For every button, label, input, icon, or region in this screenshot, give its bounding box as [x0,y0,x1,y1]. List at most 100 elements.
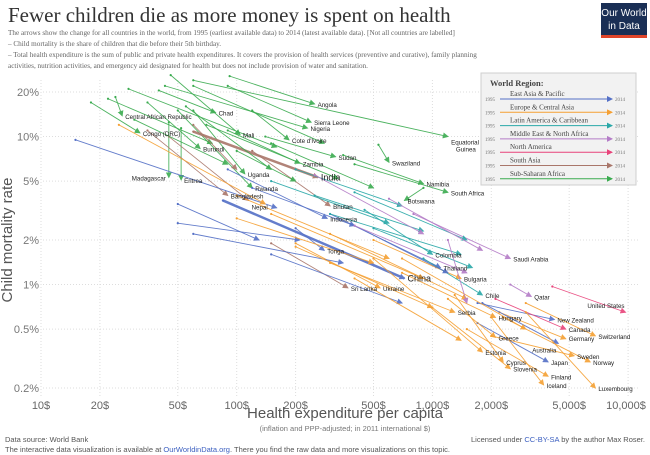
start-dot [184,105,187,108]
legend-start-year: 1995 [485,125,496,130]
arrow-sierra-leone [227,85,313,123]
owid-logo[interactable]: Our World in Data [601,3,647,38]
arrow-country [134,119,229,165]
y-tick-label: 2% [23,235,39,247]
legend-entry-label: Sub-Saharan Africa [510,170,566,178]
subtitle-line-2: – Child mortality is the share of childr… [7,40,221,48]
start-dot [446,238,449,242]
arrow-switzerland [525,302,597,337]
arrow-country [75,139,278,210]
arrow-country [354,225,468,274]
country-label: Eritrea [184,178,203,185]
arrow-mali [170,74,241,136]
country-label: South Africa [451,190,485,197]
arrow-hungary [401,272,497,318]
country-label: Slovenia [513,367,537,374]
owid-link[interactable]: OurWorldinData.org [163,445,230,454]
legend-entry-label: South Asia [510,157,541,165]
start-dot [235,194,238,197]
arrow-country [329,233,468,300]
country-label: Sierra Leone [314,120,350,127]
start-dot [205,123,208,126]
arrow-botswana [403,187,424,202]
country-label: Sweden [577,354,600,361]
grid [40,80,640,396]
arrow-sweden [491,335,576,358]
legend-start-year: 1995 [485,98,496,103]
start-dot [412,212,415,216]
start-dot [294,242,297,245]
arrow-country [236,195,390,260]
country-label: Chile [485,293,500,300]
start-dot [270,180,273,183]
start-dot [353,191,356,194]
arrow-canada [495,298,567,330]
start-dot [400,257,404,260]
license-author: by the author Max Roser. [559,435,645,444]
country-label: India [321,172,341,182]
arrow-equatorial-guinea [193,79,449,139]
arrow-country [329,213,462,256]
start-dot [377,143,380,146]
arrow-country [354,191,468,241]
country-label: Thailand [444,266,468,273]
start-dot [270,253,273,256]
start-dot [192,123,195,126]
country-label: Bulgaria [464,276,487,283]
arrow-congo-drc- [90,102,141,134]
arrow-country [118,124,267,205]
subtitle-line-4: activities, nutrition activities, and em… [8,62,368,70]
country-label: Japan [551,360,568,367]
legend-end-year: 2014 [615,151,626,156]
country-label: Canada [569,327,591,334]
arrow-country [271,253,404,305]
arrow-china [222,199,406,280]
arrow-country [447,239,469,305]
arrow-nigeria [164,85,309,130]
start-dot [264,135,267,138]
license-link[interactable]: CC-BY-SA [524,435,559,444]
license-text: Licensed under [471,435,524,444]
start-dot [328,212,332,216]
country-label: Sudan [339,155,357,162]
country-label: Bhutan [333,204,353,211]
logo-background [601,3,647,38]
arrow-country [354,225,449,274]
start-dot [353,224,356,227]
country-label: New Zealand [557,318,594,325]
arrow-bangladesh [147,130,229,197]
start-dot [228,75,231,78]
start-dot [509,283,512,286]
y-tick-label: 1% [23,280,39,292]
start-dot [235,217,238,220]
start-dot [117,123,120,126]
start-dot [422,257,425,260]
country-label: Chad [219,111,234,118]
arrow-country [128,88,278,148]
country-label: Uganda [248,172,270,179]
start-dot [476,301,479,305]
arrow-country [270,142,375,189]
arrow-cote-d-ivoire [251,110,290,141]
start-dot [465,328,468,331]
arrow-united-states [552,286,627,314]
start-dot [353,277,356,280]
country-label: Rwanda [255,186,278,193]
legend-title: World Region: [490,78,544,88]
legend-entry-label: Europe & Central Asia [510,103,575,111]
country-label: Switzerland [598,334,631,341]
subtitle-line-1: The arrows show the change for all count… [8,29,455,37]
arrow-country [295,246,434,309]
legend-start-year: 1995 [485,151,496,156]
x-tick-labels: 10$ 20$ 50$ 100$ 200$ 500$ 1,000$ 2,000$ 5,000$ 1… [32,400,646,412]
x-tick-label: 10$ [32,400,50,412]
y-axis-label: Child mortality rate [0,177,16,302]
legend-end-year: 2014 [615,165,626,170]
x-tick-label: 500$ [361,400,385,412]
country-label: Tonga [327,248,344,255]
start-dot [524,311,527,314]
country-label: Central African Republic [125,114,191,121]
y-tick-labels: 20% 10% 5% 2% 1% 0.5% 0.2% [14,87,39,395]
arrow-sri-lanka [270,242,349,289]
